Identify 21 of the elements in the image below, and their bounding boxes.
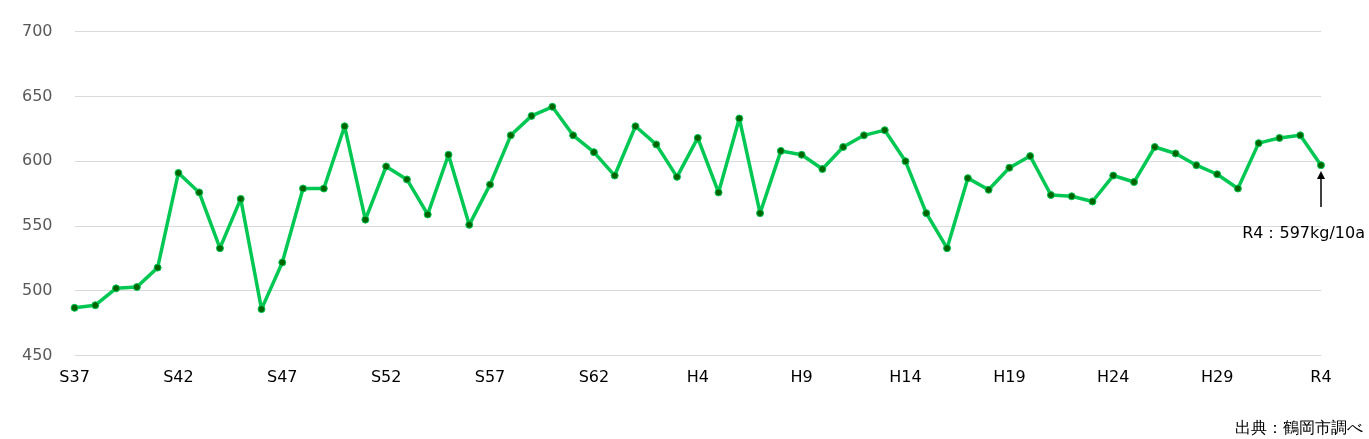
source-note: 出典：鶴岡市調べ [1235, 418, 1363, 438]
x-tick-label: S62 [578, 366, 610, 386]
x-tick-label: H4 [686, 366, 709, 386]
y-tick-label: 600 [21, 150, 53, 170]
x-tick-label: H19 [993, 366, 1026, 386]
y-tick-label: 650 [21, 85, 53, 105]
x-tick-label: R4 [1310, 366, 1332, 386]
y-tick-label: 450 [21, 344, 53, 364]
x-tick-label: S47 [267, 366, 298, 386]
y-tick-label: 700 [21, 20, 53, 40]
x-tick-label: H14 [889, 366, 922, 386]
x-tick-label: S57 [474, 366, 506, 386]
x-tick-label: S52 [370, 366, 402, 386]
y-tick-label: 550 [21, 215, 53, 235]
x-tick-label: S37 [59, 366, 90, 386]
x-tick-label: S42 [163, 366, 194, 386]
x-tick-label: H24 [1097, 366, 1130, 386]
x-tick-label: H29 [1200, 366, 1234, 386]
x-tick-label: H9 [790, 366, 813, 386]
annotation: R4：597kg/10a [1242, 223, 1365, 243]
y-tick-label: 500 [21, 280, 53, 300]
